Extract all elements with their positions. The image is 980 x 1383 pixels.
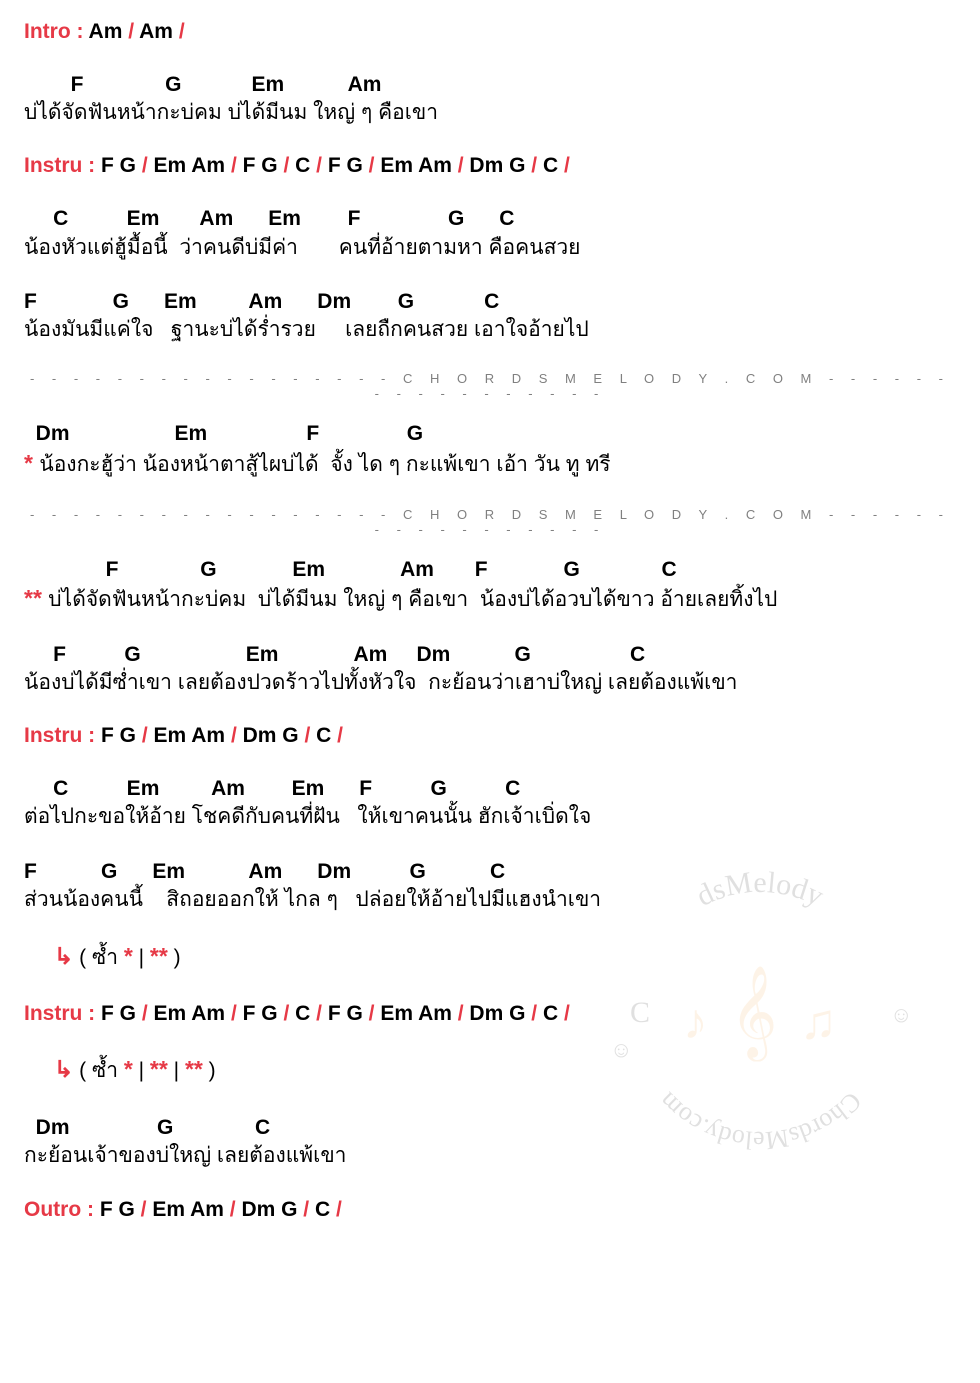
- lyric-line: ส่วนน้องคนนี้ สิถอยออกให้ ไกล ๆ ปล่อยให้…: [24, 886, 956, 913]
- chord-text: Em Am: [148, 724, 231, 747]
- chord-line: F G Em Am F G C: [24, 557, 956, 582]
- chorus-marker: *: [24, 450, 39, 476]
- intro-chord-sequence: Am / Am /: [89, 20, 185, 43]
- lyric-line: น้องบ่ได้มีซ่ำเขา เลยต้องปวดร้าวไปทั้งหั…: [24, 669, 956, 696]
- chorus-marker: **: [24, 585, 48, 611]
- repeat-instruction-1: ↳ ( ซ้ำ * | ** ): [24, 941, 956, 974]
- chord-text: C: [309, 1198, 336, 1221]
- divider-2: - - - - - - - - - - - - - - - - - C H O …: [24, 507, 956, 537]
- chord-text: C: [289, 1002, 316, 1025]
- divider-1: - - - - - - - - - - - - - - - - - C H O …: [24, 371, 956, 401]
- instru-label: Instru :: [24, 1002, 101, 1025]
- chord-text: Em Am: [375, 1002, 458, 1025]
- outro-section: Outro : F G / Em Am / Dm G / C /: [24, 1198, 956, 1222]
- bar-separator: /: [337, 724, 343, 747]
- chord-text: F G: [237, 154, 284, 177]
- bar-separator: /: [564, 1002, 570, 1025]
- lyric-line: ** บ่ได้จัดฟันหน้ากะบ่คม บ่ได้มีนม ใหญ่ …: [24, 584, 956, 614]
- chord-text: C: [537, 1002, 564, 1025]
- verse-3a: C Em Am Em F G C ต่อไปกะขอให้อ้าย โชคดีก…: [24, 776, 956, 830]
- asterisk-marker: *: [124, 943, 133, 969]
- lyric-text: น้องกะฮู้ว่า น้องหน้าตาสู้ไผบ่ได้ จั้ง ไ…: [39, 453, 610, 476]
- repeat-instruction-2: ↳ ( ซ้ำ * | ** | ** ): [24, 1054, 956, 1087]
- bar-separator: /: [564, 154, 570, 177]
- chord-text: Em Am: [147, 1198, 230, 1221]
- instru-2-section: Instru : F G / Em Am / Dm G / C /: [24, 724, 956, 748]
- outro-label: Outro :: [24, 1198, 100, 1221]
- chord-line: C Em Am Em F G C: [24, 206, 956, 231]
- chord-line: F G Em Am Dm G C: [24, 289, 956, 314]
- repeat-text: ( ซ้ำ * | ** | ** ): [73, 1059, 215, 1082]
- chord-text: F G: [100, 1198, 141, 1221]
- chord-line: F G Em Am Dm G C: [24, 859, 956, 884]
- instru-label: Instru :: [24, 154, 101, 177]
- chord-line: F G Em Am: [24, 72, 956, 97]
- instru-chord-sequence: F G / Em Am / F G / C / F G / Em Am / Dm…: [101, 1002, 570, 1025]
- chord-text: Em Am: [375, 154, 458, 177]
- chord-text: Dm G: [464, 1002, 532, 1025]
- asterisk-marker: **: [150, 1056, 168, 1082]
- outro-chord-sequence: F G / Em Am / Dm G / C /: [100, 1198, 342, 1221]
- lyric-line: ต่อไปกะขอให้อ้าย โชคดีกับคนที่ฝัน ให้เขา…: [24, 803, 956, 830]
- chorus-2a: F G Em Am F G C ** บ่ได้จัดฟันหน้ากะบ่คม…: [24, 557, 956, 614]
- repeat-arrow-icon: ↳: [54, 1056, 73, 1082]
- chord-text: C: [310, 724, 337, 747]
- chorus-2b: F G Em Am Dm G C น้องบ่ได้มีซ่ำเขา เลยต้…: [24, 642, 956, 696]
- chord-line: Dm Em F G: [24, 421, 956, 446]
- intro-section: Intro : Am / Am /: [24, 20, 956, 44]
- repeat-arrow-icon: ↳: [54, 943, 73, 969]
- asterisk-marker: **: [185, 1056, 203, 1082]
- instru-1-section: Instru : F G / Em Am / F G / C / F G / E…: [24, 154, 956, 178]
- chord-text: Am: [134, 20, 179, 43]
- chord-line: F G Em Am Dm G C: [24, 642, 956, 667]
- chord-text: F G: [101, 154, 142, 177]
- instru-3-section: Instru : F G / Em Am / F G / C / F G / E…: [24, 1002, 956, 1026]
- ending-verse: Dm G C กะย้อนเจ้าของบ่ใหญ่ เลยต้องแพ้เขา: [24, 1115, 956, 1169]
- chord-text: C: [537, 154, 564, 177]
- verse-2a: C Em Am Em F G C น้องหัวแต่ฮู้มื้อนี้ ว่…: [24, 206, 956, 260]
- instru-chord-sequence: F G / Em Am / Dm G / C /: [101, 724, 343, 747]
- chord-text: Dm G: [464, 154, 532, 177]
- chord-text: Em Am: [148, 1002, 231, 1025]
- chord-text: Dm G: [237, 724, 305, 747]
- lyric-line: * น้องกะฮู้ว่า น้องหน้าตาสู้ไผบ่ได้ จั้ง…: [24, 449, 956, 479]
- lyric-line: บ่ได้จัดฟันหน้ากะบ่คม บ่ได้มีนม ใหญ่ ๆ ค…: [24, 99, 956, 126]
- chord-text: F G: [322, 154, 369, 177]
- chord-text: F G: [237, 1002, 284, 1025]
- bar-separator: /: [336, 1198, 342, 1221]
- chord-text: F G: [322, 1002, 369, 1025]
- chorus-1: Dm Em F G * น้องกะฮู้ว่า น้องหน้าตาสู้ไผ…: [24, 421, 956, 478]
- repeat-text: ( ซ้ำ * | ** ): [73, 946, 180, 969]
- chord-line: C Em Am Em F G C: [24, 776, 956, 801]
- asterisk-marker: **: [150, 943, 168, 969]
- chord-text: Dm G: [236, 1198, 304, 1221]
- verse-1: F G Em Am บ่ได้จัดฟันหน้ากะบ่คม บ่ได้มีน…: [24, 72, 956, 126]
- chord-text: Em Am: [148, 154, 231, 177]
- chord-text: C: [289, 154, 316, 177]
- asterisk-marker: *: [124, 1056, 133, 1082]
- chord-line: Dm G C: [24, 1115, 956, 1140]
- chord-text: Am: [89, 20, 129, 43]
- chord-text: F G: [101, 724, 142, 747]
- lyric-line: กะย้อนเจ้าของบ่ใหญ่ เลยต้องแพ้เขา: [24, 1142, 956, 1169]
- bar-separator: /: [179, 20, 185, 43]
- verse-3b: F G Em Am Dm G C ส่วนน้องคนนี้ สิถอยออกใ…: [24, 859, 956, 913]
- verse-2b: F G Em Am Dm G C น้องมันมีแค่ใจ ฐานะบ่ได…: [24, 289, 956, 343]
- intro-label: Intro :: [24, 20, 89, 43]
- lyric-line: น้องหัวแต่ฮู้มื้อนี้ ว่าคนดีบ่มีค่า คนที…: [24, 234, 956, 261]
- instru-label: Instru :: [24, 724, 101, 747]
- lyric-line: น้องมันมีแค่ใจ ฐานะบ่ได้ร่ำรวย เลยถืกคนส…: [24, 316, 956, 343]
- lyric-text: บ่ได้จัดฟันหน้ากะบ่คม บ่ได้มีนม ใหญ่ ๆ ค…: [48, 588, 777, 611]
- instru-chord-sequence: F G / Em Am / F G / C / F G / Em Am / Dm…: [101, 154, 570, 177]
- chord-text: F G: [101, 1002, 142, 1025]
